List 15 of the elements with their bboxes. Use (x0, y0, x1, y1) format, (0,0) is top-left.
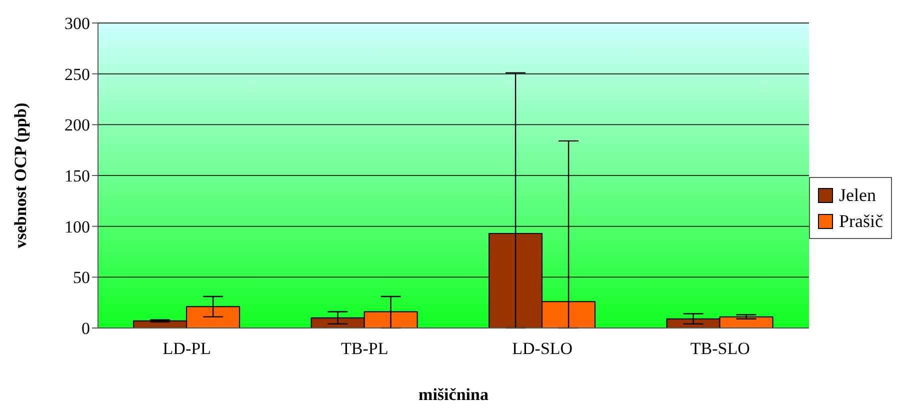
legend-label: Jelen (839, 184, 876, 207)
x-tick-label: TB-SLO (690, 339, 750, 358)
y-tick-label: 0 (82, 319, 90, 338)
x-tick-label: LD-SLO (512, 339, 573, 358)
y-tick-label: 300 (64, 14, 90, 34)
y-tick-label: 150 (64, 166, 90, 186)
x-tick-label: TB-PL (341, 339, 388, 358)
y-axis-title: vsebnost OCP (ppb) (11, 102, 30, 248)
y-tick-label: 100 (64, 217, 90, 236)
y-tick-label: 200 (64, 116, 90, 135)
y-tick-label: 250 (64, 64, 90, 84)
legend-label: Prašič (839, 210, 883, 233)
x-axis-title: mišičnina (418, 385, 489, 404)
x-tick-label: LD-PL (162, 339, 211, 358)
y-tick-label: 50 (73, 268, 90, 288)
